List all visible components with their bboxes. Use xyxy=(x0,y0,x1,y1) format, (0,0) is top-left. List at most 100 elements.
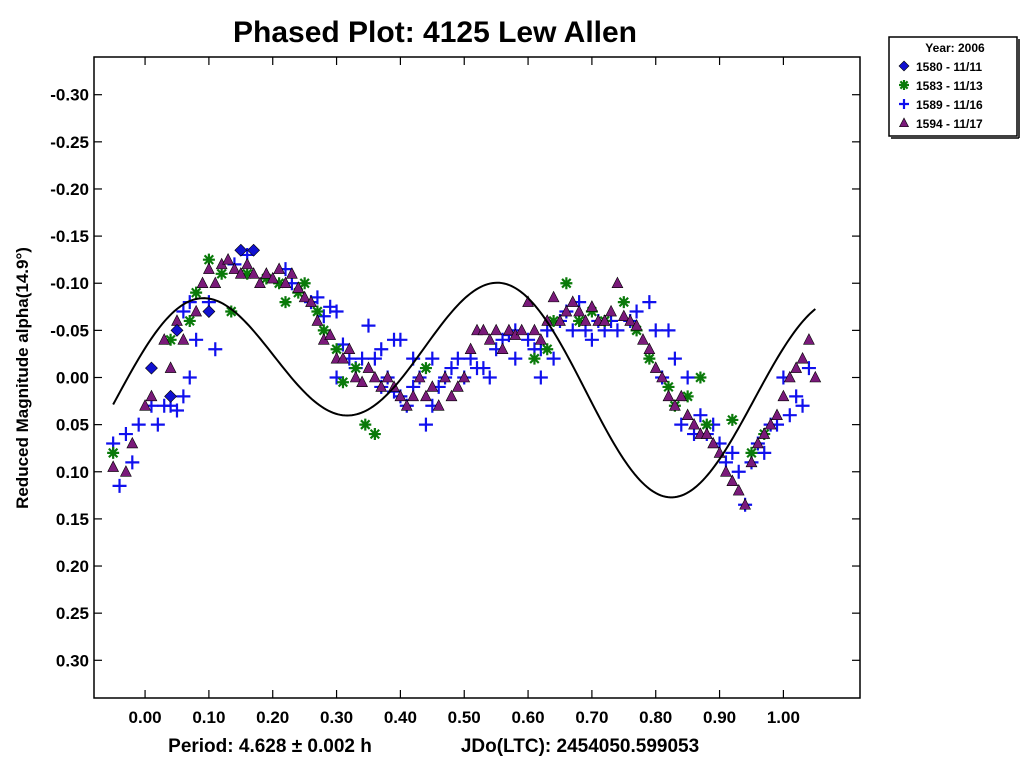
data-point-triangle xyxy=(649,361,662,373)
x-tick-label: 1.00 xyxy=(767,708,800,727)
x-tick-label: 0.20 xyxy=(256,708,289,727)
data-point-triangle xyxy=(726,474,739,486)
data-point-triangle xyxy=(381,370,394,383)
data-point-triangle xyxy=(171,314,183,326)
fit-curve-group xyxy=(112,281,816,499)
y-tick-label: -0.05 xyxy=(50,321,89,340)
data-point-triangle xyxy=(496,342,509,355)
data-point-diamond xyxy=(164,389,178,403)
data-point-triangle xyxy=(254,276,266,289)
data-point-plus xyxy=(629,304,644,319)
x-axis: 0.00 0.10 0.20 0.30 0.40 0.50 0.60 0.70 0.80 0.90… xyxy=(129,57,800,727)
data-point-triangle xyxy=(426,380,439,392)
data-point-asterisk xyxy=(336,376,349,389)
data-point-triangle xyxy=(739,498,751,510)
data-point-triangle xyxy=(483,333,496,345)
data-point-asterisk xyxy=(107,446,120,459)
y-tick-label: -0.30 xyxy=(50,86,89,105)
data-point-plus xyxy=(444,361,459,376)
legend-marker-plus-icon xyxy=(899,99,909,109)
data-point-triangle xyxy=(790,361,803,373)
y-tick-label: -0.15 xyxy=(50,227,89,246)
data-point-triangle xyxy=(190,304,203,317)
data-point-plus xyxy=(648,323,663,338)
x-tick-label: 0.80 xyxy=(639,708,672,727)
data-point-diamond xyxy=(234,243,248,257)
data-point-asterisk xyxy=(573,314,586,327)
data-point-asterisk xyxy=(547,314,560,327)
data-point-plus xyxy=(789,389,804,404)
data-point-triangle xyxy=(139,399,151,411)
data-point-triangle xyxy=(266,271,279,284)
data-point-plus xyxy=(757,445,772,460)
x-tick-label: 0.50 xyxy=(448,708,481,727)
data-point-plus xyxy=(476,361,491,376)
data-point-triangle xyxy=(732,483,745,496)
data-point-plus xyxy=(418,417,433,432)
y-tick-label: 0.00 xyxy=(56,369,89,388)
data-point-triangle xyxy=(643,342,656,355)
data-point-plus xyxy=(118,427,133,442)
data-point-triangle xyxy=(605,304,617,317)
data-point-triangle xyxy=(688,417,700,430)
data-point-plus xyxy=(731,464,746,479)
data-point-triangle xyxy=(107,460,120,472)
data-point-asterisk xyxy=(215,267,228,280)
data-point-triangle xyxy=(803,333,815,345)
data-point-diamond xyxy=(170,323,184,337)
y-tick-label: 0.10 xyxy=(56,463,89,482)
y-tick-label: -0.10 xyxy=(50,274,89,293)
data-point-triangle xyxy=(534,333,547,345)
legend-box xyxy=(888,36,1018,137)
data-point-asterisk xyxy=(528,352,541,365)
data-point-triangle xyxy=(222,253,234,265)
data-point-plus xyxy=(189,332,204,347)
data-point-triangle xyxy=(247,267,260,279)
data-point-plus xyxy=(367,351,382,366)
data-point-triangle xyxy=(586,300,598,312)
x-tick-label: 0.00 xyxy=(129,708,162,727)
data-point-asterisk xyxy=(643,352,656,365)
data-point-asterisk xyxy=(164,333,177,346)
data-point-asterisk xyxy=(190,286,203,299)
legend-marker-asterisk-icon xyxy=(899,80,909,90)
y-axis: -0.30 -0.25 -0.20 -0.15 -0.10 -0.05 0.00 0.05 0.… xyxy=(50,86,860,670)
data-point-triangle xyxy=(343,342,356,355)
data-point-asterisk xyxy=(726,413,739,426)
data-point-triangle xyxy=(554,314,566,326)
data-point-triangle xyxy=(368,370,381,383)
data-point-plus xyxy=(482,370,497,385)
data-point-asterisk xyxy=(317,324,330,337)
y-tick-label: 0.25 xyxy=(56,604,89,623)
data-point-asterisk xyxy=(273,277,286,290)
data-point-triangle xyxy=(720,465,732,477)
data-point-triangle xyxy=(464,342,477,355)
data-point-triangle xyxy=(490,323,503,336)
data-point-plus xyxy=(355,351,370,366)
data-point-triangle xyxy=(656,370,669,383)
data-point-triangle xyxy=(305,295,317,307)
data-point-triangle xyxy=(783,370,796,383)
data-point-triangle xyxy=(809,370,822,383)
data-point-triangle xyxy=(598,314,611,326)
data-point-triangle xyxy=(668,399,681,411)
data-point-plus xyxy=(150,417,165,432)
data-point-plus xyxy=(310,290,325,305)
data-point-triangle xyxy=(126,436,139,449)
data-point-plus xyxy=(374,342,389,357)
data-point-triangle xyxy=(177,333,190,345)
data-point-triangle xyxy=(707,436,720,449)
data-point-triangle xyxy=(292,281,305,293)
data-point-triangle xyxy=(451,380,464,392)
data-point-triangle xyxy=(285,267,298,279)
data-point-triangle xyxy=(196,276,209,289)
data-point-plus xyxy=(661,323,676,338)
y-tick-label: 0.20 xyxy=(56,557,89,576)
data-point-triangle xyxy=(681,408,694,421)
data-point-triangle xyxy=(700,427,713,439)
legend-entry-1594: 1594 - 11/17 xyxy=(916,117,983,131)
data-point-triangle xyxy=(337,351,349,364)
data-point-asterisk xyxy=(183,314,196,327)
data-point-diamond xyxy=(145,361,158,375)
data-point-asterisk xyxy=(681,390,694,403)
